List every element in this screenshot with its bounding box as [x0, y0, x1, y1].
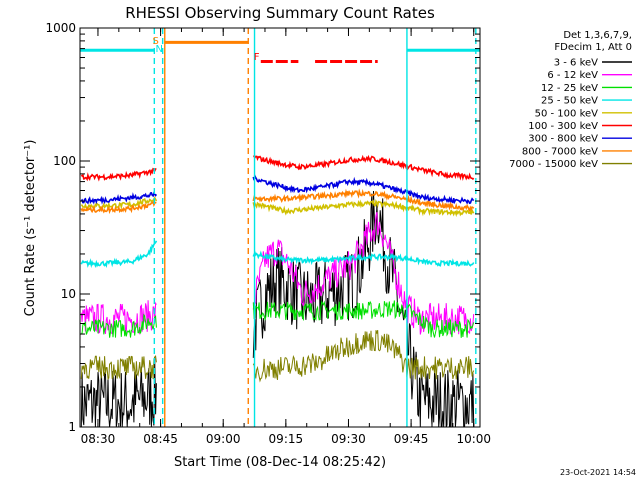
series-line [252, 300, 475, 338]
series-line [80, 200, 157, 215]
legend-label: 50 - 100 keV [535, 108, 599, 119]
legend-label: 6 - 12 keV [547, 70, 598, 81]
x-axis-label: Start Time (08-Dec-14 08:25:42) [174, 455, 386, 470]
y-tick-label: 100 [53, 154, 76, 168]
y-tick-label: 1 [68, 420, 76, 434]
axes: 08:30 08:45 09:00 09:15 09:30 09:45 10:00 1 10 10… [45, 21, 491, 446]
y-tick-label: 1000 [45, 21, 76, 35]
series-line [252, 329, 475, 383]
legend-label: 800 - 7000 keV [522, 146, 598, 157]
series-line [252, 250, 475, 267]
legend-label: 300 - 800 keV [528, 134, 598, 145]
legend-label: 25 - 50 keV [541, 96, 598, 107]
series-line [80, 240, 158, 269]
legend-header: FDecim 1, Att 0 [554, 42, 632, 53]
series-6 [80, 173, 475, 205]
series-line [80, 354, 157, 381]
series-line [80, 167, 157, 182]
legend-label: 3 - 6 keV [554, 58, 598, 69]
x-tick-label: 09:30 [331, 432, 366, 446]
flag-label-F: F [254, 52, 260, 63]
series-line [252, 199, 475, 218]
series-line [80, 356, 157, 428]
series-5 [80, 154, 475, 182]
series-7 [80, 188, 475, 215]
series-line [252, 173, 475, 205]
series-line [81, 313, 157, 338]
legend: Det 1,3,6,7,9,FDecim 1, Att 0 3 - 6 keV6 … [509, 30, 632, 170]
legend-label: 100 - 300 keV [528, 121, 598, 132]
legend-label: 12 - 25 keV [541, 83, 598, 94]
series-line [80, 191, 158, 205]
x-tick-label: 09:15 [269, 432, 304, 446]
series-8 [80, 329, 475, 383]
y-axis-label: Count Rate (s⁻¹ detector⁻¹) [23, 140, 38, 317]
x-tick-label: 08:30 [81, 432, 116, 446]
x-tick-label: 08:45 [143, 432, 178, 446]
chart-title: RHESSI Observing Summary Count Rates [125, 4, 435, 22]
x-tick-label: 09:45 [394, 432, 429, 446]
x-tick-label: 09:00 [206, 432, 241, 446]
flag-label-N: N [155, 44, 162, 55]
series-2 [81, 300, 475, 338]
series-line [252, 188, 475, 213]
x-tick-label: 10:00 [456, 432, 491, 446]
flag-label-S: S [153, 36, 159, 47]
y-tick-label: 10 [61, 287, 76, 301]
plot-area: SN F [80, 28, 480, 428]
legend-label: 7000 - 15000 keV [509, 159, 598, 170]
plot-frame [79, 27, 481, 428]
timestamp: 23-Oct-2021 14:54 [560, 468, 636, 477]
series-line [252, 154, 475, 181]
series-3 [80, 240, 475, 269]
legend-header: Det 1,3,6,7,9, [563, 30, 632, 41]
